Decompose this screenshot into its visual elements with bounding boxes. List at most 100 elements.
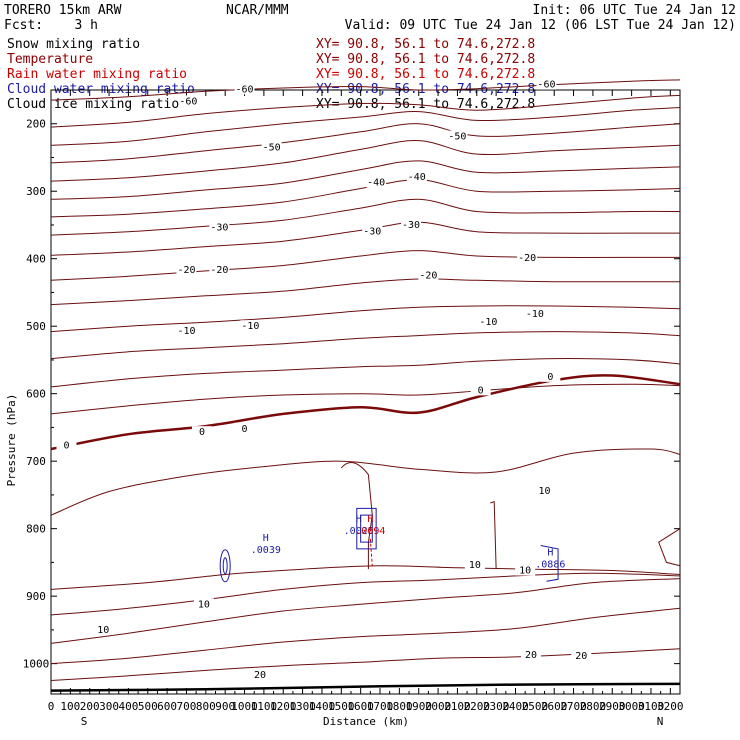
contour-label-bg xyxy=(571,650,592,662)
freezing-level-contour xyxy=(50,374,681,451)
legend-field-name: Temperature xyxy=(7,52,93,67)
contour-label-bg xyxy=(478,316,499,328)
x-tick-label: 1700 xyxy=(367,700,394,713)
x-tick-label: 800 xyxy=(196,700,216,713)
ground-surface xyxy=(50,682,681,692)
isotherm-lower xyxy=(50,448,681,516)
legend-field-xy: XY= 90.8, 56.1 to 74.6,272.8 xyxy=(316,52,535,67)
contour-label: 20 xyxy=(575,651,587,662)
contour-label: 0 xyxy=(547,372,553,383)
contour-label-bg xyxy=(178,95,199,107)
contour-label-bg xyxy=(234,83,255,95)
x-tick-label: 2100 xyxy=(444,700,471,713)
cloud-water-contour xyxy=(219,549,231,583)
right-endpoint-label: N xyxy=(657,715,664,728)
contour-label-bg xyxy=(464,559,485,571)
contour-label-bg xyxy=(447,130,468,142)
x-tick-label: 2200 xyxy=(464,700,491,713)
contour-label-bg xyxy=(209,221,230,233)
model-label: TORERO 15km ARW xyxy=(4,3,122,18)
contour-label-bg xyxy=(540,370,561,382)
contour-label: -30 xyxy=(402,220,420,231)
x-tick-label: 2400 xyxy=(502,700,529,713)
contour-label-bg xyxy=(250,669,271,681)
y-tick-label: 300 xyxy=(26,185,46,198)
isotherm xyxy=(50,123,681,164)
y-tick-label: 1000 xyxy=(23,658,50,671)
contour-label: -60 xyxy=(179,96,197,107)
contour-label: 20 xyxy=(254,670,266,681)
isotherm xyxy=(50,278,680,306)
cloud-water-contour xyxy=(540,545,559,582)
x-tick-label: 2300 xyxy=(483,700,510,713)
contour-label-bg xyxy=(193,598,214,610)
x-tick-label: 2900 xyxy=(599,700,626,713)
x-tick-label: 2700 xyxy=(560,700,587,713)
contour-label-bg xyxy=(261,141,282,153)
y-axis-label: Pressure (hPa) xyxy=(5,394,18,487)
legend-field-name: Cloud ice mixing ratio xyxy=(7,97,179,112)
mixing-ratio-features xyxy=(219,507,559,583)
maximum-marker: H xyxy=(263,533,269,544)
isotherm xyxy=(50,160,681,200)
contour-label: 20 xyxy=(525,650,537,661)
contour-label: -40 xyxy=(408,172,426,183)
isotherm xyxy=(50,383,681,415)
isotherm xyxy=(50,221,680,256)
x-tick-label: 1500 xyxy=(328,700,355,713)
contour-label: -20 xyxy=(419,271,437,282)
isotherm xyxy=(50,107,681,146)
legend-field-xy: XY= 90.8, 56.1 to 74.6,272.8 xyxy=(316,97,535,112)
plot-frame xyxy=(50,89,681,695)
contour-label-bg xyxy=(176,324,197,336)
contour-label: -10 xyxy=(526,309,544,320)
org-label: NCAR/MMM xyxy=(226,3,289,18)
x-tick-label: 300 xyxy=(99,700,119,713)
contour-label-bg xyxy=(234,422,255,434)
isotherm-fragment xyxy=(490,500,497,570)
x-tick-label: 0 xyxy=(48,700,55,713)
x-tick-label: 500 xyxy=(138,700,158,713)
cloud-water-contour xyxy=(360,514,373,543)
contour-label-bg xyxy=(418,269,439,281)
contour-label-bg xyxy=(93,623,114,635)
x-tick-label: 3200 xyxy=(657,700,684,713)
init-label: Init: 06 UTC Tue 24 Jan 12 xyxy=(533,3,737,18)
isotherm-lower xyxy=(50,572,681,616)
y-tick-label: 900 xyxy=(26,590,46,603)
contour-label-bg xyxy=(515,564,536,576)
contour-label: 10 xyxy=(519,566,531,577)
maximum-value: .0886 xyxy=(535,560,565,571)
isotherm xyxy=(50,94,681,128)
contour-label: 10 xyxy=(198,599,210,610)
x-tick-label: 1400 xyxy=(309,700,336,713)
isotherm-lower xyxy=(50,578,681,644)
y-tick-label: 600 xyxy=(26,388,46,401)
temperature-contours xyxy=(50,79,681,692)
x-axis-label: Distance (km) xyxy=(323,715,409,728)
contour-label-bg xyxy=(470,384,491,396)
contour-label-bg xyxy=(362,225,383,237)
valid-label: Valid: 09 UTC Tue 24 Jan 12 (06 LST Tue … xyxy=(345,18,736,33)
isotherm-lower xyxy=(50,607,681,665)
rain-water-contour xyxy=(369,538,373,566)
contour-label-bg xyxy=(366,176,387,188)
y-tick-label: 500 xyxy=(26,320,46,333)
contour-label: -60 xyxy=(236,84,254,95)
isotherm xyxy=(50,250,680,281)
contour-labels: H.0039H.0025H.0094H.0886-60-60-60-50-50-… xyxy=(56,78,592,681)
field-legend: Snow mixing ratio XY= 90.8, 56.1 to 74.6,… xyxy=(7,37,535,112)
isotherm xyxy=(50,331,681,360)
contour-label: -10 xyxy=(479,317,497,328)
x-tick-label: 400 xyxy=(118,700,138,713)
contour-label-bg xyxy=(400,218,421,230)
maximum-marker: H xyxy=(356,514,362,525)
axes: 0 100 200 300 400 500 600 700 800 900100011001200… xyxy=(23,89,684,713)
contour-label: 0 xyxy=(242,424,248,435)
contour-label: 0 xyxy=(478,385,484,396)
x-tick-label: 700 xyxy=(177,700,197,713)
x-tick-label: 3100 xyxy=(638,700,665,713)
x-tick-label: 2000 xyxy=(425,700,452,713)
contour-label-bg xyxy=(534,484,555,496)
